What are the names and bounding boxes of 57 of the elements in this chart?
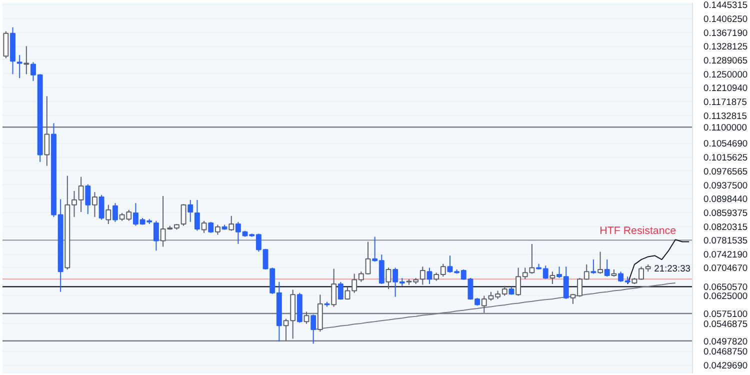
y-tick-label: 0.1171875 bbox=[704, 97, 747, 108]
y-tick-label: 0.1210940 bbox=[704, 83, 748, 94]
candlestick bbox=[188, 199, 194, 222]
y-tick-label: 0.1367190 bbox=[704, 28, 748, 38]
y-tick-label: 0.0859375 bbox=[704, 208, 748, 218]
candlestick bbox=[304, 311, 310, 324]
candlestick bbox=[590, 259, 596, 274]
y-tick-label: 0.0976565 bbox=[704, 166, 748, 176]
y-tick-label: 0.1132815 bbox=[704, 110, 747, 121]
y-tick-label: 0.1289065 bbox=[704, 55, 748, 66]
candlestick bbox=[228, 215, 234, 232]
candlestick bbox=[153, 220, 159, 252]
y-tick-label: 0.1406250 bbox=[704, 14, 748, 24]
y-tick-label: 0.0546875 bbox=[704, 318, 748, 329]
candlestick bbox=[180, 204, 186, 226]
candlestick bbox=[85, 184, 91, 215]
candlestick bbox=[24, 46, 30, 75]
y-tick-label: 0.0704670 bbox=[704, 262, 748, 273]
y-tick-label: 0.0625000 bbox=[704, 291, 748, 302]
ref-line-label: 0.1100000 bbox=[704, 122, 747, 133]
candlestick bbox=[420, 266, 426, 286]
candlestick bbox=[112, 202, 118, 222]
y-tick-label: 0.1054690 bbox=[704, 138, 748, 149]
y-tick-label: 0.1250000 bbox=[704, 69, 748, 80]
ref-line-label: 0.0650570 bbox=[704, 282, 748, 292]
candlestick bbox=[92, 192, 98, 218]
ref-line-label: 0.0575100 bbox=[704, 308, 748, 319]
y-tick-label: 0.0820315 bbox=[704, 222, 748, 232]
candlestick bbox=[44, 96, 50, 166]
ref-line-label: 0.0781535 bbox=[704, 236, 748, 246]
annotation: 21:23:33 bbox=[654, 263, 690, 274]
candlestick bbox=[331, 268, 337, 308]
annotation: HTF Resistance bbox=[600, 225, 676, 238]
candlestick bbox=[16, 54, 22, 79]
candlestick bbox=[426, 267, 432, 285]
line-series bbox=[627, 239, 690, 285]
candlestick bbox=[338, 281, 344, 300]
y-tick-label: 0.0937500 bbox=[704, 180, 748, 190]
y-tick-label: 0.1445315 bbox=[704, 0, 748, 10]
candlestick bbox=[201, 220, 207, 234]
candlestick bbox=[604, 259, 610, 278]
y-tick-label: 0.0468750 bbox=[704, 346, 748, 357]
y-tick-label: 0.1015625 bbox=[704, 152, 748, 163]
candlestick bbox=[598, 251, 603, 274]
candlestick bbox=[386, 267, 392, 290]
y-tick-label: 0.0742190 bbox=[704, 250, 748, 260]
candlestick bbox=[550, 271, 556, 285]
ref-line-label: 0.0497820 bbox=[704, 336, 748, 346]
y-tick-label: 0.1328125 bbox=[704, 42, 748, 52]
candlestick bbox=[106, 204, 112, 225]
y-tick-label: 0.0429690 bbox=[704, 360, 748, 371]
candlestick bbox=[98, 194, 104, 220]
candlestick bbox=[310, 314, 316, 344]
candlestick bbox=[208, 221, 214, 234]
y-tick-label: 0.0898440 bbox=[704, 194, 748, 204]
candlestick bbox=[214, 224, 220, 236]
candlestick bbox=[194, 199, 200, 232]
